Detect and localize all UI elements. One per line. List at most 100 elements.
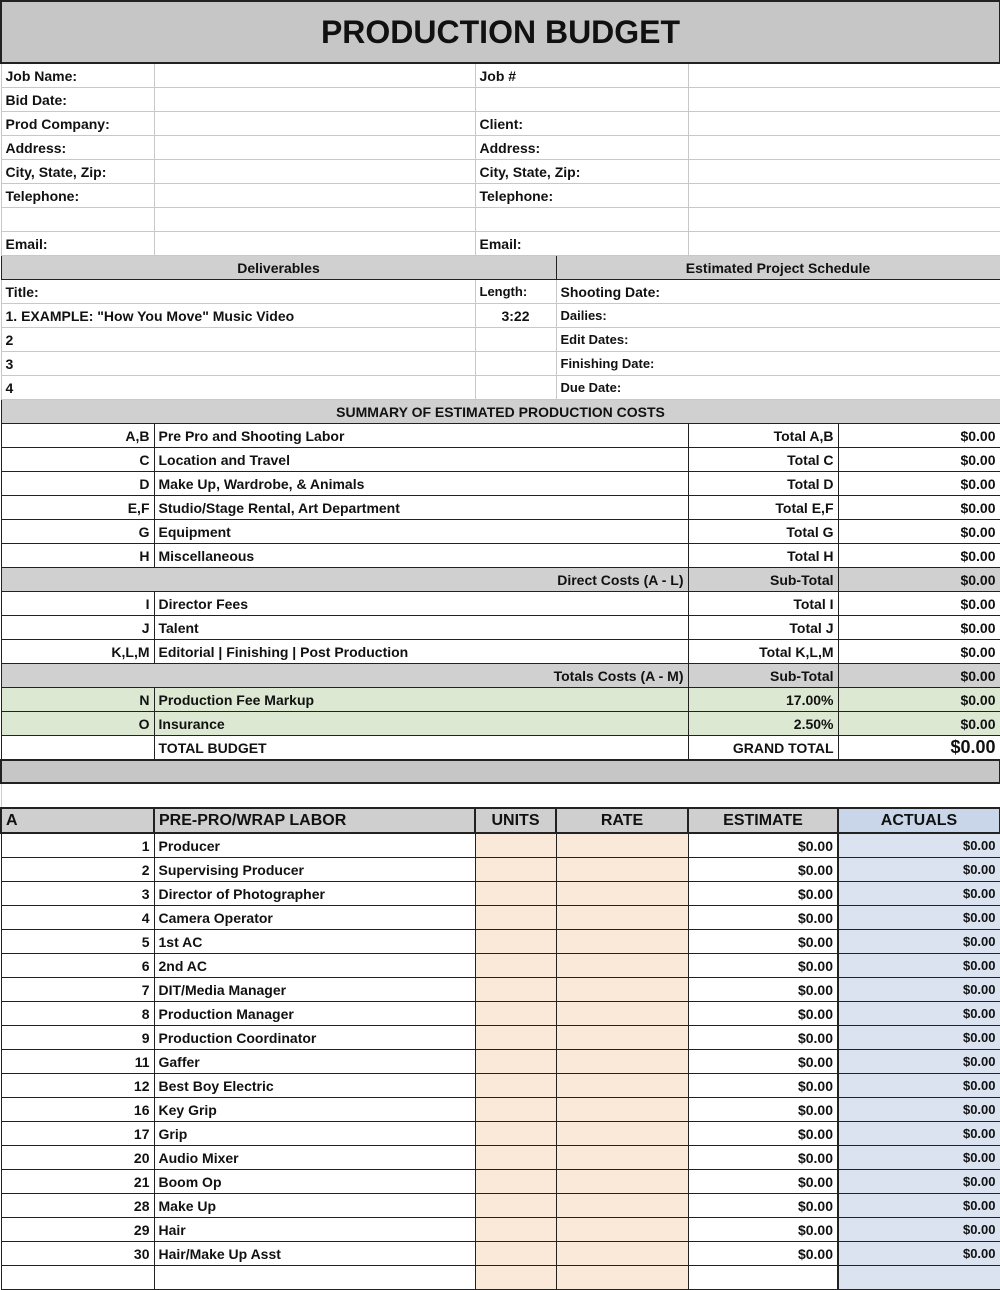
table-row: J Talent Total J $0.00 <box>0 615 1000 640</box>
cost-code: E,F <box>0 495 155 520</box>
actual-value[interactable]: $0.00 <box>836 1121 1000 1146</box>
deliverable-title[interactable]: 2 <box>0 327 476 352</box>
rate-input[interactable] <box>555 1073 689 1098</box>
deliverables-header: Deliverables <box>0 255 557 280</box>
units-input[interactable] <box>474 1169 557 1194</box>
deliverable-length[interactable] <box>474 375 557 400</box>
actual-value[interactable]: $0.00 <box>836 1145 1000 1170</box>
units-input[interactable] <box>474 953 557 978</box>
actual-value[interactable]: $0.00 <box>836 1073 1000 1098</box>
field-value[interactable] <box>153 207 476 232</box>
cost-description: Miscellaneous <box>153 543 689 568</box>
field-value[interactable] <box>687 62 1000 88</box>
rate-input[interactable] <box>555 832 689 858</box>
line-item: DIT/Media Manager <box>153 977 476 1002</box>
rate-input[interactable] <box>555 953 689 978</box>
estimate-value: $0.00 <box>687 1073 839 1098</box>
rate-input[interactable] <box>555 905 689 930</box>
cost-description: Make Up, Wardrobe, & Animals <box>153 471 689 496</box>
field-value[interactable] <box>687 183 1000 208</box>
units-input[interactable] <box>474 1025 557 1050</box>
rate-input[interactable] <box>555 977 689 1002</box>
field-value[interactable] <box>687 207 1000 232</box>
rate-input[interactable] <box>555 881 689 906</box>
field-value[interactable] <box>153 87 476 112</box>
rate-input[interactable] <box>555 1121 689 1146</box>
total-value: $0.00 <box>837 639 1000 664</box>
actual-value[interactable]: $0.00 <box>836 977 1000 1002</box>
actual-value[interactable]: $0.00 <box>836 1169 1000 1194</box>
rate-input[interactable] <box>555 1169 689 1194</box>
actual-value[interactable]: $0.00 <box>836 832 1000 858</box>
units-input[interactable] <box>474 929 557 954</box>
units-input[interactable] <box>474 857 557 882</box>
field-value[interactable] <box>153 231 476 256</box>
units-input[interactable] <box>474 1073 557 1098</box>
field-label: Job # <box>474 62 689 88</box>
actual-value[interactable]: $0.00 <box>836 1241 1000 1266</box>
actual-value[interactable]: $0.00 <box>836 857 1000 882</box>
line-item: Production Coordinator <box>153 1025 476 1050</box>
actual-value[interactable]: $0.00 <box>836 1001 1000 1026</box>
units-input[interactable] <box>474 1241 557 1266</box>
units-input[interactable] <box>474 832 557 858</box>
table-row: K,L,M Editorial | Finishing | Post Produc… <box>0 639 1000 664</box>
field-value[interactable] <box>687 111 1000 136</box>
actual-value[interactable] <box>836 1265 1000 1290</box>
rate-input[interactable] <box>555 857 689 882</box>
units-input[interactable] <box>474 1217 557 1242</box>
deliverable-length[interactable]: 3:22 <box>474 303 557 328</box>
table-row: E,F Studio/Stage Rental, Art Department To… <box>0 495 1000 520</box>
units-input[interactable] <box>474 1097 557 1122</box>
deliverable-title[interactable]: 1. EXAMPLE: "How You Move" Music Video <box>0 303 476 328</box>
actual-value[interactable]: $0.00 <box>836 905 1000 930</box>
rate-input[interactable] <box>555 1001 689 1026</box>
field-value[interactable] <box>687 159 1000 184</box>
rate-input[interactable] <box>555 1025 689 1050</box>
field-value[interactable] <box>687 135 1000 160</box>
units-input[interactable] <box>474 905 557 930</box>
units-input[interactable] <box>474 1001 557 1026</box>
cost-code: D <box>0 471 155 496</box>
table-row: 6 2nd AC $0.00 $0.00 <box>0 953 1000 978</box>
deliverable-length[interactable] <box>474 351 557 376</box>
actual-value[interactable]: $0.00 <box>836 1097 1000 1122</box>
rate-input[interactable] <box>555 1217 689 1242</box>
field-value[interactable] <box>153 135 476 160</box>
deliverable-length[interactable] <box>474 327 557 352</box>
actual-value[interactable]: $0.00 <box>836 1049 1000 1074</box>
field-value[interactable] <box>687 231 1000 256</box>
rate-input[interactable] <box>555 929 689 954</box>
rate-input[interactable] <box>555 1265 689 1290</box>
units-input[interactable] <box>474 1145 557 1170</box>
line-item: Key Grip <box>153 1097 476 1122</box>
cost-code: H <box>0 543 155 568</box>
rate-input[interactable] <box>555 1097 689 1122</box>
line-item: 1st AC <box>153 929 476 954</box>
actual-value[interactable]: $0.00 <box>836 953 1000 978</box>
deliverable-title[interactable]: 4 <box>0 375 476 400</box>
field-value[interactable] <box>153 62 476 88</box>
actual-value[interactable]: $0.00 <box>836 1193 1000 1218</box>
subtotal-label: Totals Costs (A - M) <box>0 663 689 688</box>
actual-value[interactable]: $0.00 <box>836 929 1000 954</box>
units-input[interactable] <box>474 881 557 906</box>
field-value[interactable] <box>153 111 476 136</box>
rate-input[interactable] <box>555 1145 689 1170</box>
rate-input[interactable] <box>555 1193 689 1218</box>
field-value[interactable] <box>687 87 1000 112</box>
units-input[interactable] <box>474 1193 557 1218</box>
actual-value[interactable]: $0.00 <box>836 881 1000 906</box>
units-input[interactable] <box>474 1121 557 1146</box>
actual-value[interactable]: $0.00 <box>836 1025 1000 1050</box>
rate-input[interactable] <box>555 1241 689 1266</box>
deliverable-title[interactable]: 3 <box>0 351 476 376</box>
units-input[interactable] <box>474 1049 557 1074</box>
units-input[interactable] <box>474 977 557 1002</box>
units-input[interactable] <box>474 1265 557 1290</box>
total-label: 17.00% <box>687 687 839 712</box>
rate-input[interactable] <box>555 1049 689 1074</box>
field-value[interactable] <box>153 183 476 208</box>
actual-value[interactable]: $0.00 <box>836 1217 1000 1242</box>
field-value[interactable] <box>153 159 476 184</box>
